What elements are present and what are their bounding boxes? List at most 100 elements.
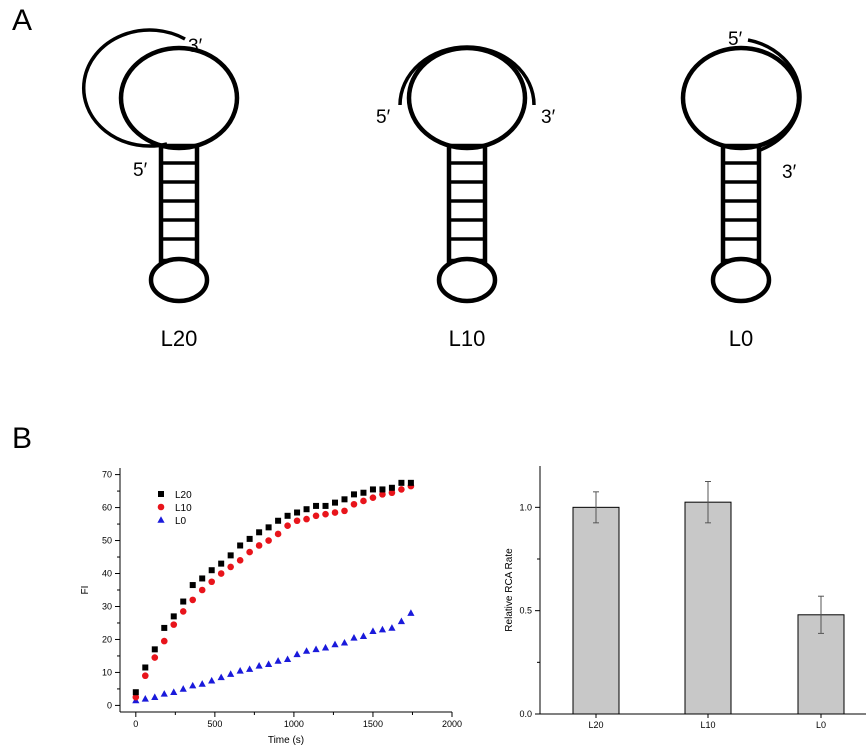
data-point <box>151 693 159 700</box>
y-tick-label: 20 <box>102 634 112 644</box>
x-tick-label: 1500 <box>363 719 383 729</box>
y-tick-label: 60 <box>102 503 112 513</box>
data-point <box>227 563 234 571</box>
y-tick-label: 50 <box>102 536 112 546</box>
y-tick-label: 0.0 <box>519 709 532 719</box>
data-point <box>170 688 178 696</box>
series-l0 <box>132 609 415 704</box>
data-point <box>208 676 216 684</box>
data-point <box>350 500 358 508</box>
data-point <box>321 643 330 651</box>
data-point <box>198 586 206 594</box>
data-point <box>180 598 187 605</box>
data-point <box>378 625 387 633</box>
data-point <box>322 502 329 509</box>
x-tick-label: 500 <box>207 719 222 729</box>
data-point <box>388 484 395 491</box>
y-axis-label: Relative RCA Rate <box>504 548 515 632</box>
data-point <box>312 512 320 520</box>
data-point <box>246 548 253 556</box>
data-point <box>341 496 348 503</box>
x-tick-label: 0 <box>133 719 138 729</box>
data-point <box>208 578 215 586</box>
fluorescence-scatter-chart: 0 500 1000 1500 2000 0 10 20 30 40 50 60 70 Time (s) F… <box>80 468 462 746</box>
y-tick-label: 1.0 <box>519 502 532 512</box>
l20-5prime-label: 5′ <box>133 160 148 181</box>
data-point <box>132 689 139 696</box>
data-point <box>274 657 282 664</box>
hairpin-l20: 3′ 5′ L20 <box>81 28 237 351</box>
data-point <box>142 664 149 671</box>
data-point <box>151 654 159 661</box>
data-point <box>369 494 377 501</box>
data-point <box>398 486 405 493</box>
data-point <box>350 491 357 498</box>
data-point <box>160 637 168 645</box>
data-point <box>388 624 396 631</box>
hairpin-l0: 5′ 3′ L0 <box>683 29 802 351</box>
data-point <box>350 634 358 641</box>
data-point <box>246 535 253 542</box>
data-point <box>369 486 376 493</box>
panel-b-letter: B <box>12 422 33 455</box>
series-l20 <box>132 479 414 696</box>
l0-label: L0 <box>729 326 753 351</box>
data-point <box>170 613 177 620</box>
data-point <box>265 537 272 544</box>
data-point <box>284 522 291 530</box>
data-point <box>132 693 140 701</box>
legend-label-l0: L0 <box>175 516 187 527</box>
data-point <box>265 524 272 531</box>
l0-3prime-label: 3′ <box>782 162 797 183</box>
l10-3prime-label: 3′ <box>541 107 556 128</box>
data-point <box>246 665 254 672</box>
l10-label: L10 <box>449 326 486 351</box>
data-point <box>198 680 206 687</box>
data-point <box>379 486 386 493</box>
data-point <box>161 624 168 631</box>
data-point <box>141 695 149 702</box>
data-point <box>170 621 178 628</box>
l20-label: L20 <box>161 326 198 351</box>
data-point <box>341 507 348 515</box>
data-point <box>236 557 244 564</box>
relative-rca-bar-chart: 0.0 0.5 1.0 Relative RCA Rate L20 L10 L0 <box>504 466 866 730</box>
l10-5prime-label: 5′ <box>376 107 391 128</box>
data-point <box>141 672 149 680</box>
legend-marker-l20 <box>158 491 164 497</box>
data-point <box>189 582 196 589</box>
legend-marker-l10 <box>157 503 165 511</box>
data-point <box>388 489 396 497</box>
data-point <box>275 517 282 524</box>
x-tick-label-l10: L10 <box>700 720 715 730</box>
data-point <box>217 570 225 577</box>
data-point <box>236 666 244 674</box>
data-point <box>189 596 197 604</box>
data-point <box>151 646 158 653</box>
y-tick-label: 40 <box>102 569 112 579</box>
data-point <box>303 506 310 513</box>
y-tick-label: 10 <box>102 667 112 677</box>
hairpin-l10: 5′ 3′ L10 <box>376 45 556 351</box>
data-point <box>331 509 339 516</box>
data-point <box>360 497 367 505</box>
data-point <box>303 515 310 523</box>
y-tick-label: 30 <box>102 601 112 611</box>
panel-a: A 3′ 5′ L20 <box>12 4 802 351</box>
data-point <box>255 662 263 669</box>
data-point <box>322 510 329 518</box>
data-point <box>293 650 301 658</box>
data-point <box>256 529 263 536</box>
x-axis-label: Time (s) <box>268 735 304 746</box>
x-tick-label: 1000 <box>284 719 304 729</box>
hairpin-diagrams: 3′ 5′ L20 5′ 3′ L10 5′ 3′ L0 <box>81 28 802 351</box>
data-point <box>199 575 206 582</box>
data-point <box>359 632 368 639</box>
legend-label-l10: L10 <box>175 503 192 514</box>
panel-a-letter: A <box>12 4 33 37</box>
y-tick-label: 0.5 <box>519 606 532 616</box>
data-point <box>227 670 235 677</box>
data-point <box>179 685 187 692</box>
data-point <box>274 530 282 538</box>
l0-5prime-label: 5′ <box>728 29 743 50</box>
